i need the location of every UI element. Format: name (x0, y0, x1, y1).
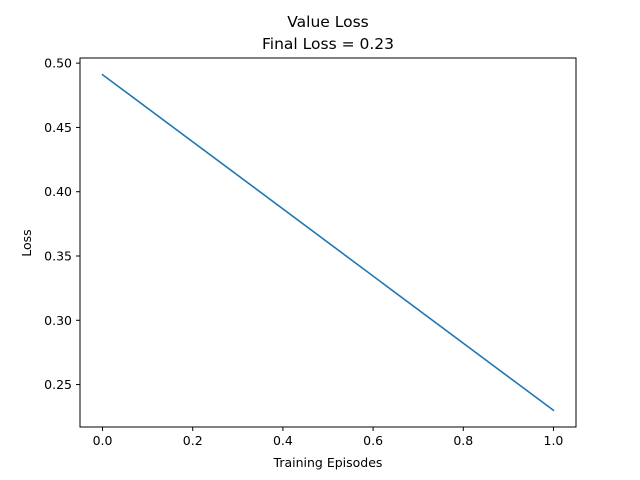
y-tick-label: 0.40 (44, 184, 72, 199)
y-tick-label: 0.30 (44, 313, 72, 328)
x-tick-label: 0.8 (453, 433, 473, 448)
chart-subtitle: Final Loss = 0.23 (262, 35, 394, 53)
chart-title: Value Loss (287, 13, 369, 31)
y-axis: 0.25 0.30 0.35 0.40 0.45 0.50 (44, 56, 80, 392)
x-tick-label: 0.0 (93, 433, 113, 448)
y-axis-label: Loss (19, 229, 34, 256)
x-tick-label: 0.6 (363, 433, 383, 448)
y-tick-label: 0.25 (44, 377, 72, 392)
x-axis: 0.0 0.2 0.4 0.6 0.8 1.0 (93, 427, 564, 448)
series-layer (101, 73, 555, 412)
x-tick-label: 0.4 (273, 433, 293, 448)
x-axis-label: Training Episodes (273, 455, 383, 470)
plot-area (79, 57, 577, 428)
y-tick-label: 0.35 (44, 249, 72, 264)
y-tick-label: 0.50 (44, 56, 72, 71)
y-tick-label: 0.45 (44, 120, 72, 135)
x-tick-label: 0.2 (183, 433, 203, 448)
x-tick-label: 1.0 (544, 433, 564, 448)
series-line (101, 73, 555, 412)
